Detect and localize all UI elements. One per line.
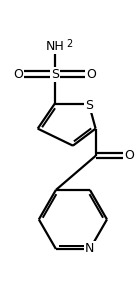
Text: O: O (86, 68, 96, 81)
Text: N: N (85, 242, 95, 255)
Text: NH: NH (45, 40, 64, 53)
Text: S: S (51, 68, 59, 81)
Text: O: O (124, 149, 134, 162)
Text: S: S (85, 99, 93, 112)
Text: 2: 2 (66, 39, 72, 49)
Text: O: O (13, 68, 23, 81)
